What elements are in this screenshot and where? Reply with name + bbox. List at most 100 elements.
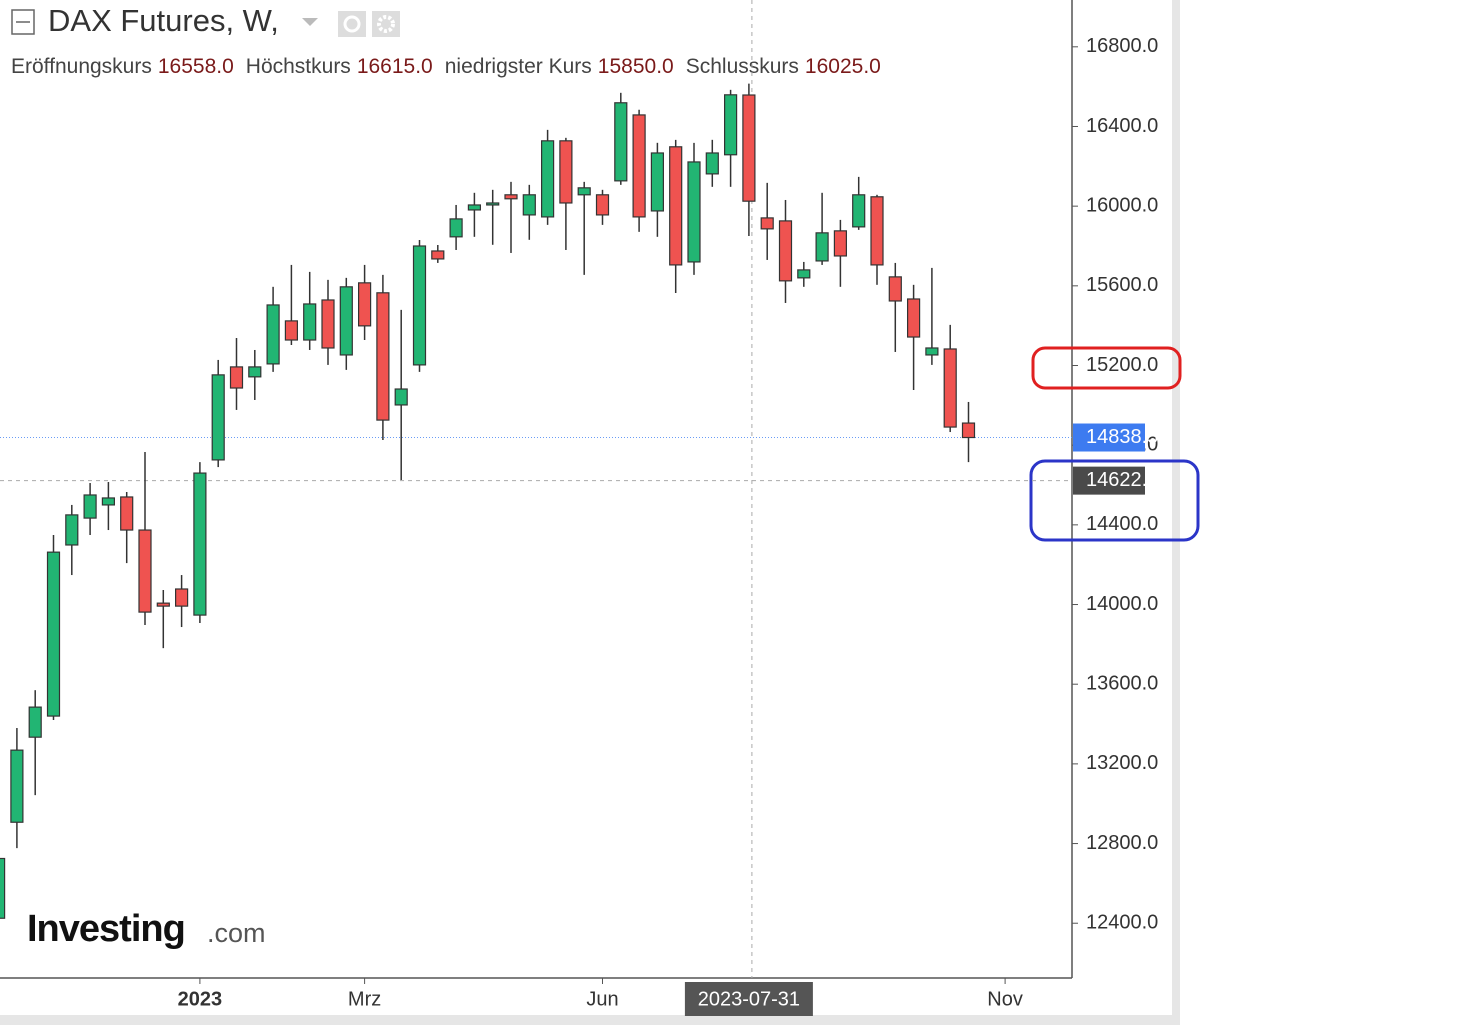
candle-body — [46, 551, 61, 717]
y-tick-label: 16000.0 — [1086, 194, 1158, 216]
candle-body — [211, 374, 225, 461]
candle-body — [595, 194, 610, 216]
candle-body — [650, 152, 665, 212]
candle-body — [943, 348, 957, 428]
x-tick-label: Mrz — [348, 988, 381, 1010]
candle-body — [852, 194, 866, 228]
candle-body — [156, 602, 170, 607]
legend-label: niedrigster Kurs — [445, 55, 592, 78]
candle-body — [248, 366, 262, 378]
ohlc-legend: Eröffnungskurs 16558.0 Höchstkurs 16615.0 ni… — [11, 55, 881, 78]
candle-body — [577, 187, 591, 196]
candle-body — [522, 194, 536, 216]
candle-body — [0, 857, 6, 919]
candle-body — [632, 114, 646, 218]
candle-body — [723, 94, 738, 156]
candle-body — [138, 529, 152, 613]
candle-body — [28, 706, 42, 738]
last-price-label: 14838.5 — [1086, 426, 1158, 448]
toolbar — [11, 9, 400, 37]
candle-body — [742, 94, 756, 202]
candle-body — [229, 366, 244, 389]
candle-body — [833, 230, 848, 257]
crosshair-y-box — [1073, 466, 1145, 495]
candle-body — [193, 472, 207, 616]
candle-body — [412, 245, 427, 366]
candle-body — [778, 220, 793, 282]
legend-label: Schlusskurs — [686, 55, 799, 78]
y-tick-label: 12400.0 — [1086, 912, 1158, 934]
legend-label: Höchstkurs — [246, 55, 351, 78]
crosshair-y-label: 14622.0 — [1086, 469, 1158, 491]
candle-body — [449, 218, 463, 238]
x-tick-label: 2023 — [178, 988, 223, 1010]
y-tick-label: 14400.0 — [1086, 513, 1158, 535]
candle-body — [101, 497, 116, 506]
highlight-red — [1031, 346, 1182, 390]
frame-edge — [0, 1015, 1180, 1025]
candle-body — [760, 217, 774, 230]
candle-body — [540, 140, 555, 218]
candle-body — [870, 196, 884, 266]
candle-body — [961, 422, 976, 439]
visibility-button[interactable] — [338, 11, 366, 37]
eye-icon — [343, 15, 361, 33]
candle-body — [925, 347, 939, 356]
dropdown-caret[interactable] — [302, 18, 318, 26]
candle-body — [394, 388, 408, 406]
crosshair-x-box — [684, 982, 813, 1016]
chart-title: DAX Futures, W, — [48, 3, 279, 38]
legend-value: 16558.0 — [158, 55, 234, 78]
candle-body — [358, 282, 372, 327]
y-tick-label: 13200.0 — [1086, 752, 1158, 774]
watermark-suffix: .com — [207, 918, 266, 948]
candle-body — [266, 304, 280, 365]
candle-body — [83, 494, 97, 519]
y-tick-label: 13600.0 — [1086, 672, 1158, 694]
candle-body — [65, 514, 79, 546]
last-price-box — [1073, 423, 1145, 452]
candle-body — [376, 292, 390, 421]
candle-body — [705, 152, 719, 175]
watermark: Investing .com — [27, 908, 266, 950]
x-tick-label: Jun — [586, 988, 618, 1010]
candle-body — [321, 299, 335, 349]
candle-body — [669, 146, 683, 266]
y-tick-label: 12800.0 — [1086, 832, 1158, 854]
y-tick-label: 15200.0 — [1086, 354, 1158, 376]
candle-body — [614, 102, 628, 182]
legend-value: 16025.0 — [805, 55, 881, 78]
candle-body — [559, 140, 573, 204]
candle-body — [815, 232, 829, 262]
watermark-main: Investing — [27, 908, 185, 950]
settings-button[interactable] — [372, 11, 400, 37]
candle-body — [888, 276, 902, 302]
crosshair-x-label: 2023-07-31 — [698, 988, 800, 1010]
y-tick-label: 16400.0 — [1086, 115, 1158, 137]
frame-edge — [1172, 0, 1180, 1025]
candle-body — [284, 320, 298, 341]
candle-body — [303, 303, 317, 341]
legend-value: 16615.0 — [357, 55, 433, 78]
candle-body — [486, 202, 500, 206]
candle-body — [431, 250, 445, 260]
legend-label: Eröffnungskurs — [11, 55, 152, 78]
x-tick-label: Nov — [987, 988, 1023, 1010]
candle-body — [120, 496, 134, 531]
candle-body — [175, 588, 189, 607]
y-tick-label: 14000.0 — [1086, 593, 1158, 615]
candle-body — [504, 194, 518, 200]
candle-body — [797, 269, 811, 279]
y-tick-label: 16800.0 — [1086, 35, 1158, 57]
candle-body — [687, 161, 701, 263]
candle-body — [906, 298, 921, 338]
legend-value: 15850.0 — [598, 55, 674, 78]
candle-body — [339, 286, 353, 356]
candle-body — [467, 204, 481, 211]
candle-body — [10, 749, 24, 823]
y-tick-label: 15600.0 — [1086, 274, 1158, 296]
highlight-blue — [1029, 459, 1200, 542]
gear-icon — [377, 15, 395, 33]
